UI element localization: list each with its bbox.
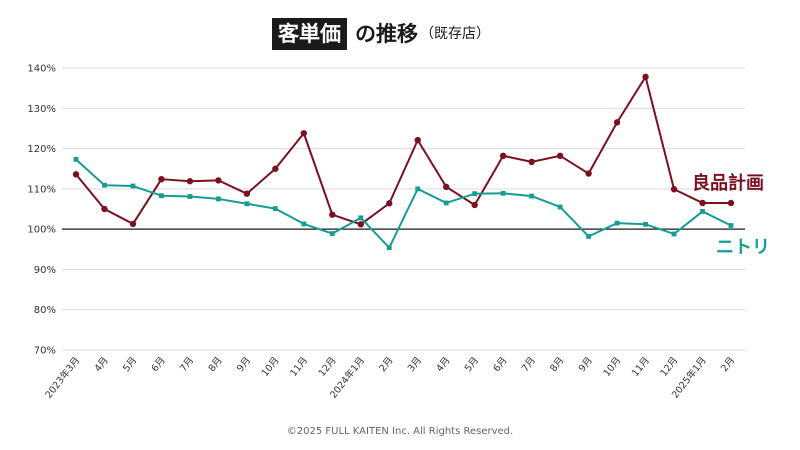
x-tick-label: 6月 — [491, 355, 509, 374]
data-point-nitori — [671, 231, 677, 237]
data-point-ryohin — [585, 170, 592, 177]
x-tick-label: 3月 — [406, 355, 424, 374]
data-point-ryohin — [642, 73, 649, 81]
data-point-ryohin — [300, 130, 308, 137]
y-axis-ticks: 70% 80% 90% 100% 110% 120% 130% 140% — [27, 64, 56, 357]
x-tick-label: 5月 — [121, 355, 139, 374]
y-tick-label: 80% — [34, 305, 56, 316]
data-point-ryohin — [129, 220, 137, 228]
data-point-ryohin — [72, 171, 80, 178]
data-point-ryohin — [357, 221, 364, 228]
series-line-nitori — [75, 158, 732, 249]
data-point-ryohin — [272, 165, 279, 172]
data-point-nitori — [557, 204, 563, 210]
x-tick-label: 9月 — [577, 355, 595, 374]
data-point-ryohin — [215, 177, 222, 184]
y-tick-label: 90% — [34, 265, 56, 276]
series-layer — [72, 73, 735, 251]
title-sub: （既存店） — [420, 26, 490, 42]
data-point-nitori — [244, 201, 250, 207]
y-tick-label: 130% — [27, 104, 56, 115]
data-point-ryohin — [699, 199, 706, 207]
x-tick-label: 8月 — [207, 355, 225, 374]
data-point-nitori — [700, 209, 705, 214]
data-point-nitori — [614, 220, 620, 226]
data-point-ryohin — [443, 183, 450, 191]
series-label-nitori: ニトリ — [716, 237, 770, 258]
data-point-ryohin — [329, 211, 336, 218]
chart-title: 客単価 の推移 （既存店） — [0, 16, 800, 52]
data-point-ryohin — [186, 178, 194, 185]
y-tick-label: 140% — [27, 64, 56, 75]
data-point-nitori — [215, 196, 221, 202]
x-tick-label: 4月 — [434, 355, 452, 374]
y-tick-label: 100% — [27, 225, 56, 236]
data-point-nitori — [329, 231, 335, 236]
data-point-ryohin — [101, 205, 108, 213]
data-point-nitori — [529, 193, 535, 199]
data-point-nitori — [472, 191, 478, 197]
x-tick-label: 6月 — [150, 355, 168, 374]
data-point-nitori — [358, 215, 364, 221]
data-point-nitori — [159, 193, 164, 199]
x-tick-label: 2023年3月 — [43, 354, 83, 400]
x-tick-label: 12月 — [658, 355, 680, 379]
data-point-nitori — [73, 157, 79, 162]
x-tick-label: 10月 — [260, 355, 282, 379]
x-tick-label: 8月 — [548, 355, 566, 374]
data-point-nitori — [272, 206, 278, 211]
data-point-ryohin — [556, 152, 564, 160]
data-point-nitori — [500, 190, 506, 196]
x-tick-label: 11月 — [288, 355, 310, 379]
data-point-ryohin — [386, 200, 393, 207]
data-point-ryohin — [528, 158, 535, 166]
data-point-nitori — [728, 223, 734, 228]
x-tick-label: 2月 — [377, 355, 395, 374]
data-point-ryohin — [727, 199, 735, 207]
data-point-nitori — [187, 194, 193, 199]
data-point-nitori — [301, 221, 307, 227]
title-main: の推移 — [355, 22, 418, 46]
x-tick-label: 12月 — [317, 355, 339, 379]
data-point-nitori — [643, 221, 648, 227]
data-point-ryohin — [243, 190, 251, 197]
title-highlight: 客単価 — [272, 18, 347, 50]
data-point-nitori — [443, 200, 449, 206]
data-point-nitori — [386, 245, 392, 251]
data-point-ryohin — [670, 186, 678, 193]
data-point-ryohin — [471, 201, 478, 209]
data-point-ryohin — [499, 152, 507, 160]
x-tick-label: 4月 — [93, 355, 111, 374]
grid-layer — [62, 67, 745, 351]
series-line-ryohin — [75, 75, 731, 226]
data-point-nitori — [130, 183, 136, 189]
data-point-ryohin — [414, 136, 421, 144]
x-tick-label: 7月 — [178, 355, 196, 374]
y-tick-label: 120% — [27, 144, 56, 155]
data-point-ryohin — [158, 175, 165, 183]
x-tick-label: 11月 — [630, 355, 652, 379]
y-tick-label: 110% — [27, 184, 56, 195]
x-tick-label: 9月 — [235, 355, 253, 374]
series-label-ryohin: 良品計画 — [692, 172, 764, 194]
x-tick-label: 7月 — [520, 355, 538, 374]
data-point-nitori — [102, 182, 107, 188]
data-point-nitori — [415, 186, 421, 192]
x-tick-label: 5月 — [463, 355, 481, 374]
y-tick-label: 70% — [34, 346, 56, 357]
x-tick-label: 2月 — [719, 355, 737, 374]
data-point-nitori — [586, 233, 592, 239]
x-tick-label: 10月 — [601, 355, 623, 379]
line-chart: 70% 80% 90% 100% 110% 120% 130% 140% 2023年3月 4月 5… — [27, 64, 770, 401]
copyright-footer: ©2025 FULL KAITEN Inc. All Rights Reserv… — [286, 426, 514, 437]
data-point-ryohin — [613, 119, 621, 126]
